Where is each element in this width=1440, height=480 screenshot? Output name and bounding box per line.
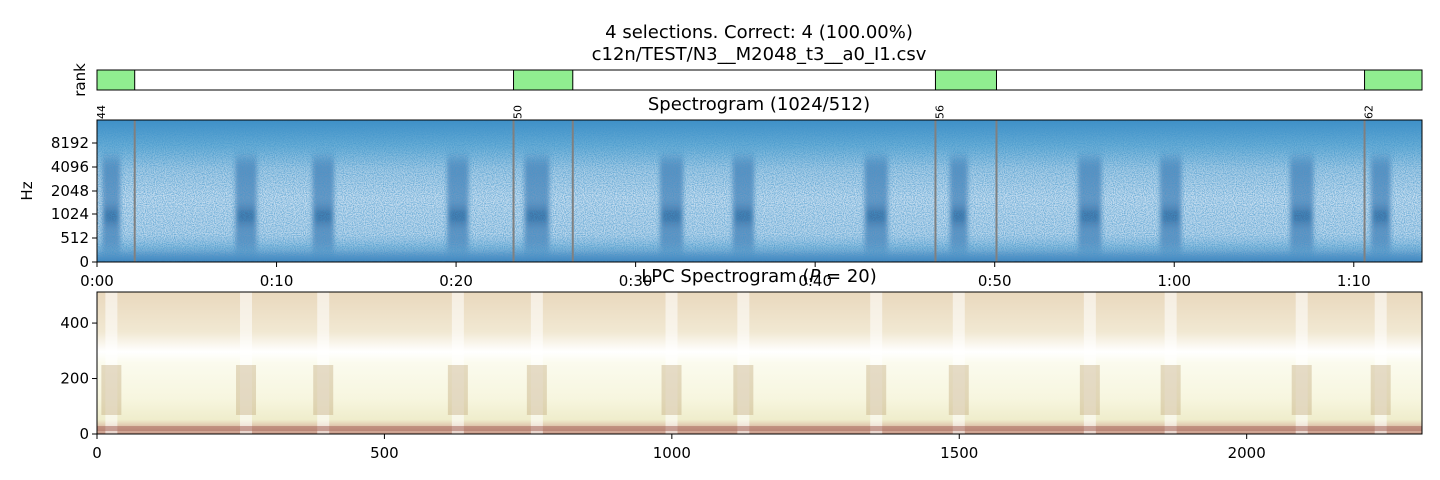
selection-index-label: 50 [512,105,525,119]
selection-bar [1364,69,1423,91]
figure-subtitle: c12n/TEST/N3__M2048_t3__a0_I1.csv [592,44,927,65]
lpc-formant [866,365,887,415]
lpc-frame [96,291,1423,435]
lpc-formant [1160,365,1181,415]
x-tick-label: 500 [370,444,399,462]
lpc-formant [1291,365,1312,415]
y-tick-label: 512 [60,229,89,247]
selection-index-label: 44 [95,105,108,119]
x-tick-label: 1000 [653,444,691,462]
lpc-formant [1079,365,1100,415]
rank-axis-label: rank [71,63,89,97]
spectrogram-ylabel: Hz [18,181,36,200]
x-tick-label: 0:00 [80,272,114,290]
lpc-formant [526,365,547,415]
spectrogram-title: Spectrogram (1024/512) [648,94,870,115]
selection-bar [934,69,997,91]
lpc-gap [737,292,750,434]
selection-index-label: 56 [933,105,946,119]
lpc-gap [1083,292,1096,434]
x-tick-label: 0:10 [260,272,294,290]
lpc-gap [317,292,330,434]
lpc-gap [870,292,883,434]
lpc-formant [661,365,682,415]
y-tick-label: 0 [79,425,89,443]
y-tick-label: 2048 [51,182,89,200]
x-tick-label: 0:50 [978,272,1012,290]
y-tick-label: 400 [60,314,89,332]
x-tick-label: 0:30 [619,272,653,290]
lpc-gap [1164,292,1177,434]
x-tick-label: 1500 [940,444,978,462]
lpc-formant [447,365,468,415]
lpc-gap [105,292,118,434]
lpc-formant [733,365,754,415]
selection-index-label: 62 [1363,105,1376,119]
lpc-title: LPC Spectrogram (P = 20) [641,266,877,287]
figure-title: 4 selections. Correct: 4 (100.00%) [605,22,913,43]
spectrogram-noise [97,120,1422,262]
lpc-gap [1374,292,1387,434]
lpc-gap [451,292,464,434]
lpc-formant [101,365,122,415]
y-tick-label: 200 [60,370,89,388]
y-tick-label: 4096 [51,158,89,176]
lpc-gap [530,292,543,434]
rank-strip-frame [96,69,1423,91]
lpc-gap [1295,292,1308,434]
selection-bar [513,69,574,91]
selection-bar [96,69,136,91]
lpc-gap [240,292,253,434]
rank-strip: 44 50 56 62 rank [71,63,1423,119]
lpc-formant [313,365,334,415]
y-tick-label: 0 [79,253,89,271]
x-tick-label: 1:00 [1157,272,1191,290]
lpc-gap [665,292,678,434]
x-tick-label: 1:10 [1337,272,1371,290]
x-tick-label: 2000 [1228,444,1266,462]
x-tick-label: 0:20 [439,272,473,290]
y-tick-label: 1024 [51,205,89,223]
lpc-formant [1370,365,1391,415]
y-tick-label: 8192 [51,134,89,152]
lpc-formant [948,365,969,415]
x-tick-label: 0 [92,444,102,462]
x-tick-label: 0:40 [798,272,832,290]
spectrogram-panel: 0 512 1024 2048 4096 8192 0:00 0:10 0:20 0:30 0:4… [18,119,1423,290]
lpc-panel: 0 200 400 0 500 1000 1500 2000 [60,291,1423,462]
lpc-formant [236,365,257,415]
lpc-gap [952,292,965,434]
lpc-low-band [97,426,1422,431]
lpc-background [97,292,1422,434]
